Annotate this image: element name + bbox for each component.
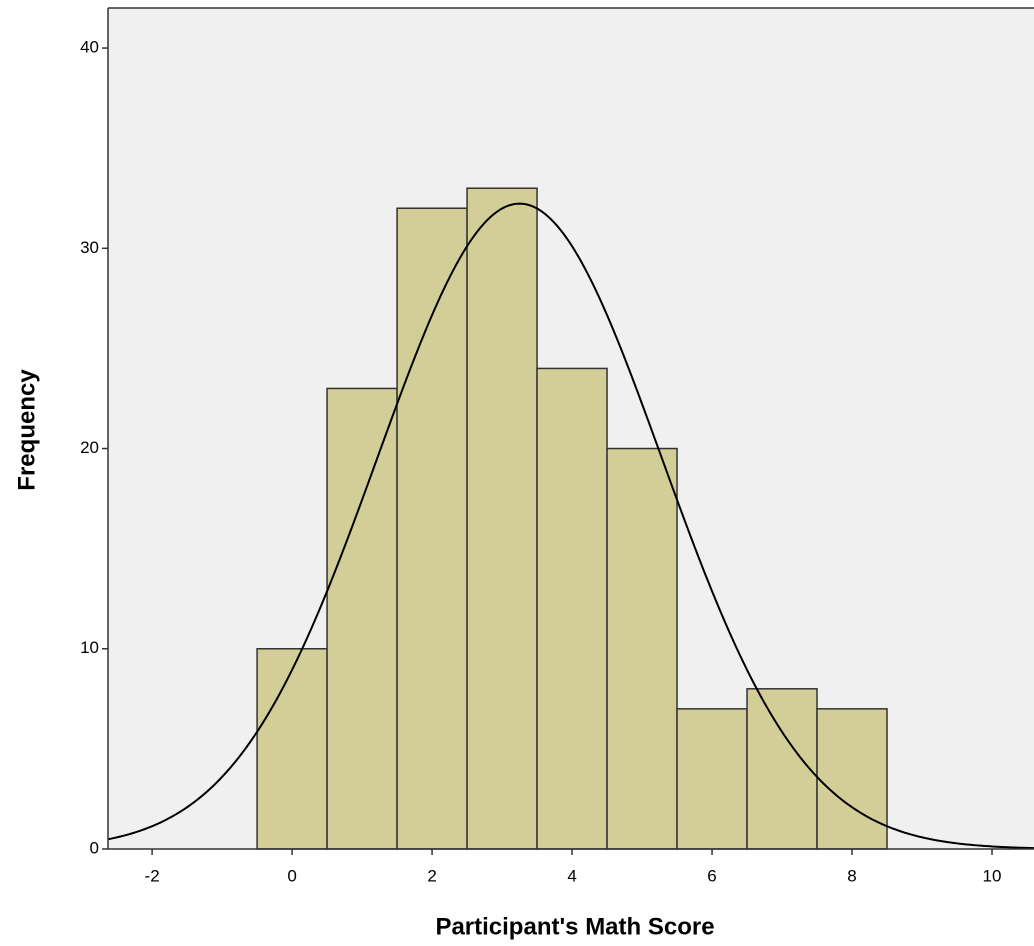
bar	[606, 447, 678, 850]
y-tick-label: 20	[80, 438, 99, 457]
bar	[676, 708, 748, 850]
x-tick-label: -2	[145, 866, 160, 885]
x-tick-label: 10	[983, 866, 1002, 885]
bar	[816, 708, 888, 850]
bar	[326, 387, 398, 850]
bar	[746, 688, 818, 850]
y-axis-title: Frequency	[13, 369, 40, 491]
y-tick-label: 40	[80, 38, 99, 57]
x-tick-label: 8	[847, 866, 856, 885]
y-tick-label: 0	[90, 838, 99, 857]
bar	[536, 367, 608, 850]
x-tick-label: 6	[707, 866, 716, 885]
bar	[396, 207, 468, 850]
y-tick-label: 30	[80, 238, 99, 257]
y-tick-label: 10	[80, 638, 99, 657]
x-axis-title: Participant's Math Score	[435, 913, 714, 940]
x-tick-label: 2	[427, 866, 436, 885]
x-tick-label: 4	[567, 866, 576, 885]
bar	[466, 187, 538, 850]
normal-curve	[107, 202, 1034, 850]
x-tick-label: 0	[287, 866, 296, 885]
bar	[256, 648, 328, 850]
